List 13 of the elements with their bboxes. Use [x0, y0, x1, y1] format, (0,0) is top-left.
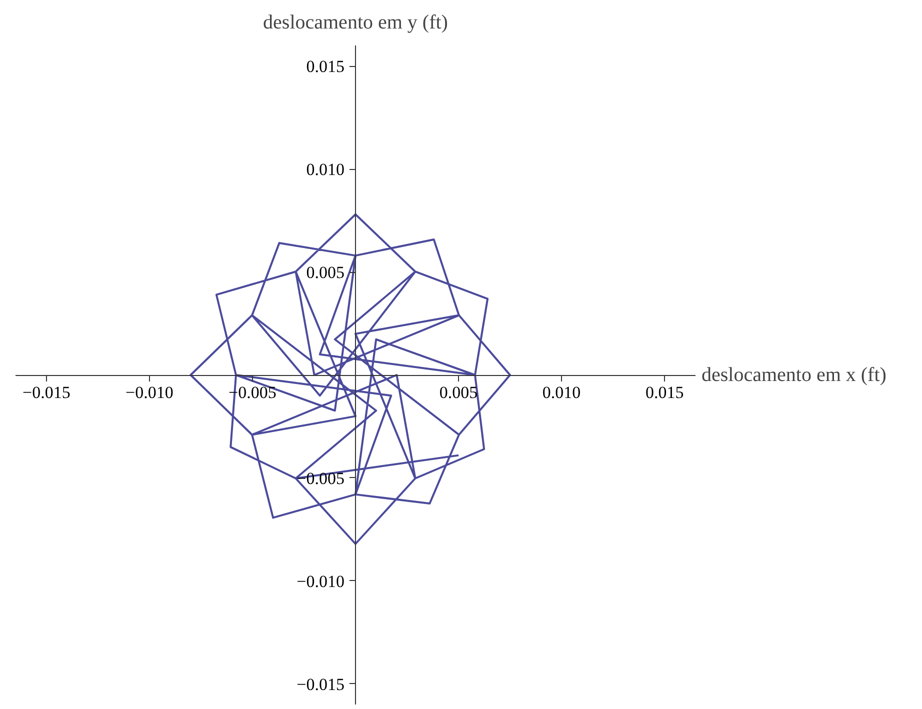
line-series — [190, 213, 512, 545]
x-tick-label: 0.010 — [542, 383, 581, 402]
x-tick-label: 0.015 — [645, 383, 684, 402]
x-axis-title: deslocamento em x (ft) — [702, 364, 886, 386]
x-tick-label: −0.010 — [126, 383, 174, 402]
y-tick-label: −0.010 — [296, 572, 345, 591]
y-axis-title: deslocamento em y (ft) — [263, 12, 448, 34]
x-tick-label: −0.015 — [22, 383, 70, 402]
y-tick-label: 0.010 — [306, 160, 344, 180]
y-tick-label: 0.015 — [306, 57, 344, 76]
x-tick-label: 0.005 — [439, 383, 478, 402]
y-tick-label: 0.005 — [306, 263, 344, 282]
y-tick-label: −0.015 — [296, 674, 345, 694]
